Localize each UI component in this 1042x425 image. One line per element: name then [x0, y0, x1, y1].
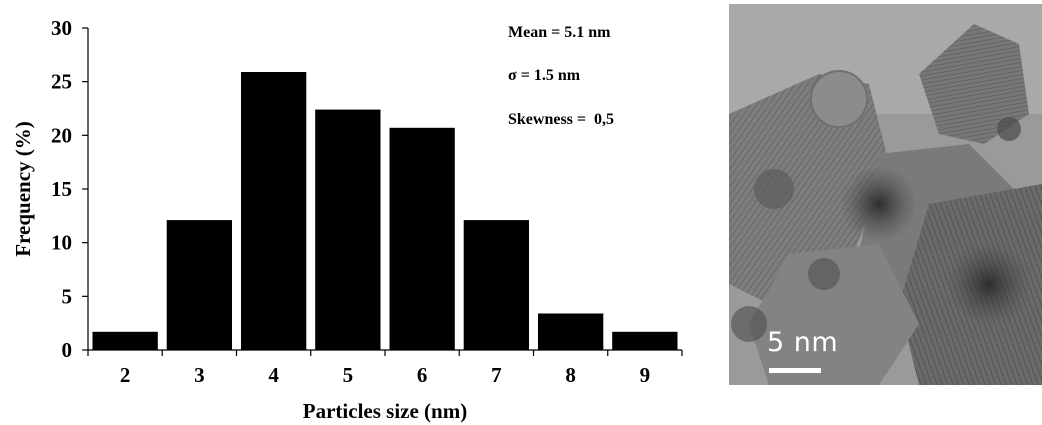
- bar-5: [315, 109, 381, 350]
- y-tick-label: 25: [51, 70, 72, 94]
- bar-9: [612, 331, 678, 350]
- bar-4: [241, 72, 307, 350]
- x-tick-label: 8: [565, 363, 576, 387]
- x-tick-label: 2: [120, 363, 131, 387]
- x-tick-label: 4: [268, 363, 279, 387]
- y-axis-label: Frequency (%): [11, 121, 35, 257]
- scale-bar-label: 5 nm: [767, 327, 839, 358]
- y-tick-label: 0: [62, 338, 73, 362]
- micrograph-texture: [729, 4, 1042, 385]
- annotation-sigma: σ = 1.5 nm: [508, 67, 581, 84]
- bar-7: [463, 220, 529, 350]
- bars-group: [92, 72, 678, 350]
- bar-3: [166, 220, 232, 350]
- y-tick-label: 30: [51, 16, 72, 40]
- x-tick-label: 6: [417, 363, 428, 387]
- histogram-chart: 0 5 10 15 20 25 30 2 3 4 5 6 7 8 9 Particles size (nm…: [11, 16, 683, 423]
- y-tick-label: 15: [51, 177, 72, 201]
- x-tick-label: 7: [491, 363, 502, 387]
- bar-6: [389, 127, 455, 350]
- tem-micrograph: 5 nm: [729, 4, 1042, 385]
- scale-bar: [769, 368, 821, 373]
- y-ticks-group: 0 5 10 15 20 25 30: [51, 16, 88, 362]
- y-tick-label: 20: [51, 123, 72, 147]
- annotation-mean: Mean = 5.1 nm: [508, 24, 611, 41]
- y-tick-label: 5: [62, 284, 73, 308]
- y-tick-label: 10: [51, 231, 72, 255]
- bar-2: [92, 331, 158, 350]
- x-axis-label: Particles size (nm): [303, 399, 467, 423]
- x-tick-label: 3: [194, 363, 205, 387]
- x-ticks-group: 2 3 4 5 6 7 8 9: [87, 350, 683, 387]
- x-tick-label: 9: [640, 363, 651, 387]
- annotation-skewness: Skewness = 0,5: [508, 111, 614, 128]
- bar-8: [538, 313, 604, 350]
- x-tick-label: 5: [343, 363, 354, 387]
